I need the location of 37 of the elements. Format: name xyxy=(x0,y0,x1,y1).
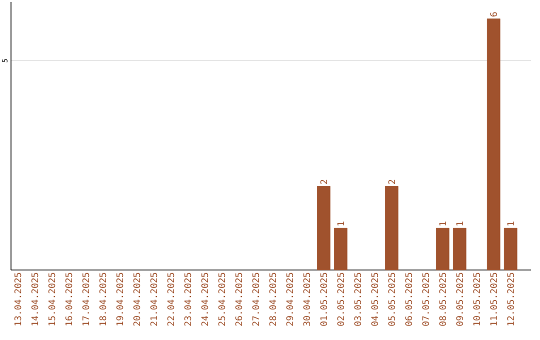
data-label: 1 xyxy=(337,222,344,226)
x-tick-label: 28.04.2025 xyxy=(269,272,276,326)
data-label: 1 xyxy=(439,222,446,226)
x-tick-label: 15.04.2025 xyxy=(48,272,56,326)
x-tick-label: 06.05.2025 xyxy=(405,272,412,326)
x-tick-label: 23.04.2025 xyxy=(184,272,192,326)
x-tick-label: 29.04.2025 xyxy=(286,272,294,326)
x-tick-label: 27.04.2025 xyxy=(252,272,260,326)
data-label: 6 xyxy=(490,12,498,16)
data-label: 1 xyxy=(456,222,463,226)
x-tick-label: 03.05.2025 xyxy=(354,272,362,326)
data-label: 1 xyxy=(507,222,514,226)
x-tick-label: 25.04.2025 xyxy=(218,272,226,326)
x-tick-label: 30.04.2025 xyxy=(303,272,310,326)
x-tick-label: 13.04.2025 xyxy=(14,272,22,326)
x-tick-label: 04.05.2025 xyxy=(371,272,378,326)
data-label: 2 xyxy=(320,180,328,184)
x-tick-label: 10.05.2025 xyxy=(473,272,480,326)
x-tick-label: 22.04.2025 xyxy=(167,272,174,326)
x-tick-label: 19.04.2025 xyxy=(116,272,124,326)
x-tick-label: 16.04.2025 xyxy=(65,272,72,326)
data-label: 2 xyxy=(388,180,395,184)
x-tick-label: 17.04.2025 xyxy=(82,272,90,326)
x-tick-label: 05.05.2025 xyxy=(388,272,396,326)
x-tick-label: 14.04.2025 xyxy=(31,272,38,326)
x-tick-label: 20.04.2025 xyxy=(133,272,140,326)
x-tick-label: 24.04.2025 xyxy=(201,272,208,326)
x-tick-label: 07.05.2025 xyxy=(422,272,430,326)
x-tick-label: 08.05.2025 xyxy=(439,272,446,326)
x-tick-label: 18.04.2025 xyxy=(99,272,106,326)
x-tick-label: 21.04.2025 xyxy=(150,272,158,326)
x-tick-label: 01.05.2025 xyxy=(320,272,328,326)
x-tick-label: 12.05.2025 xyxy=(507,272,514,326)
x-tick-label: 11.05.2025 xyxy=(490,272,498,326)
x-tick-label: 02.05.2025 xyxy=(337,272,344,326)
x-tick-label: 26.04.2025 xyxy=(235,272,242,326)
x-tick-label: 09.05.2025 xyxy=(456,272,464,326)
